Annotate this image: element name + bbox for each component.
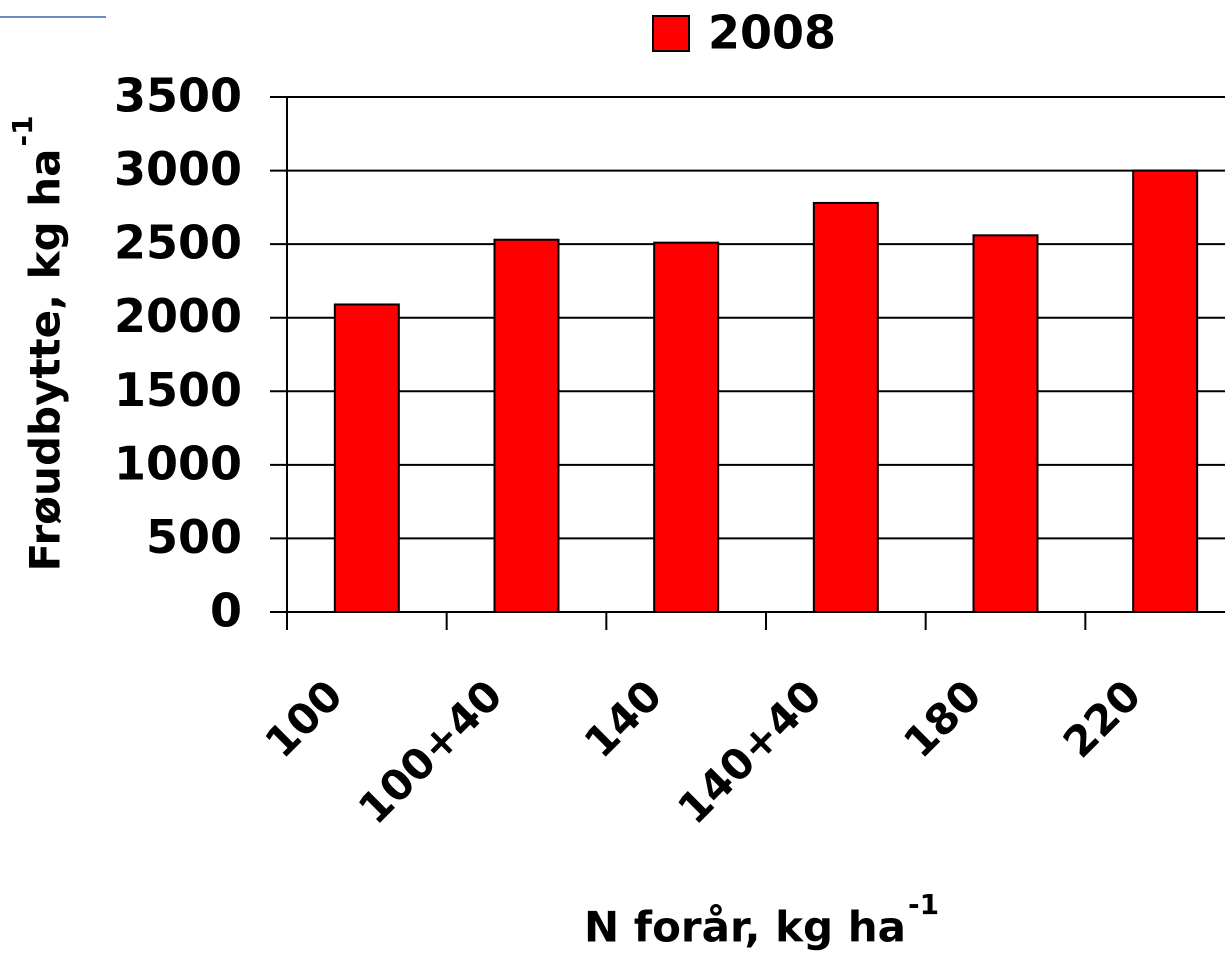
x-axis-title: N forår, kg ha xyxy=(584,903,906,952)
legend-label: 2008 xyxy=(708,6,836,60)
x-axis-title-sup: -1 xyxy=(908,888,939,921)
bar xyxy=(333,303,400,613)
y-tick-label: 1000 xyxy=(114,436,242,490)
y-tick-label: 0 xyxy=(210,584,242,638)
y-axis-title: Frøudbytte, kg ha -1 xyxy=(6,115,70,571)
bar xyxy=(493,238,560,613)
y-axis-title-text: Frøudbytte, kg ha xyxy=(21,148,70,571)
y-tick-label: 3500 xyxy=(114,69,242,123)
bar xyxy=(653,241,720,614)
y-axis-title-sup: -1 xyxy=(6,115,39,146)
y-tick-label: 1500 xyxy=(114,363,242,417)
y-tick-label: 500 xyxy=(146,510,242,564)
x-tick-label: 220 xyxy=(1054,671,1151,768)
bar xyxy=(1132,169,1199,613)
x-tick-label: 100 xyxy=(255,671,352,768)
y-tick-label: 3000 xyxy=(114,142,242,196)
x-tick-label: 140 xyxy=(575,671,672,768)
x-tick-label: 100+40 xyxy=(349,671,512,834)
x-tick-label: 180 xyxy=(894,671,991,768)
y-tick-label: 2000 xyxy=(114,289,242,343)
legend-swatch xyxy=(652,15,690,52)
y-tick-label: 2500 xyxy=(114,216,242,270)
bar xyxy=(812,201,879,613)
x-tick-label: 140+40 xyxy=(668,671,831,834)
bar xyxy=(972,234,1039,613)
